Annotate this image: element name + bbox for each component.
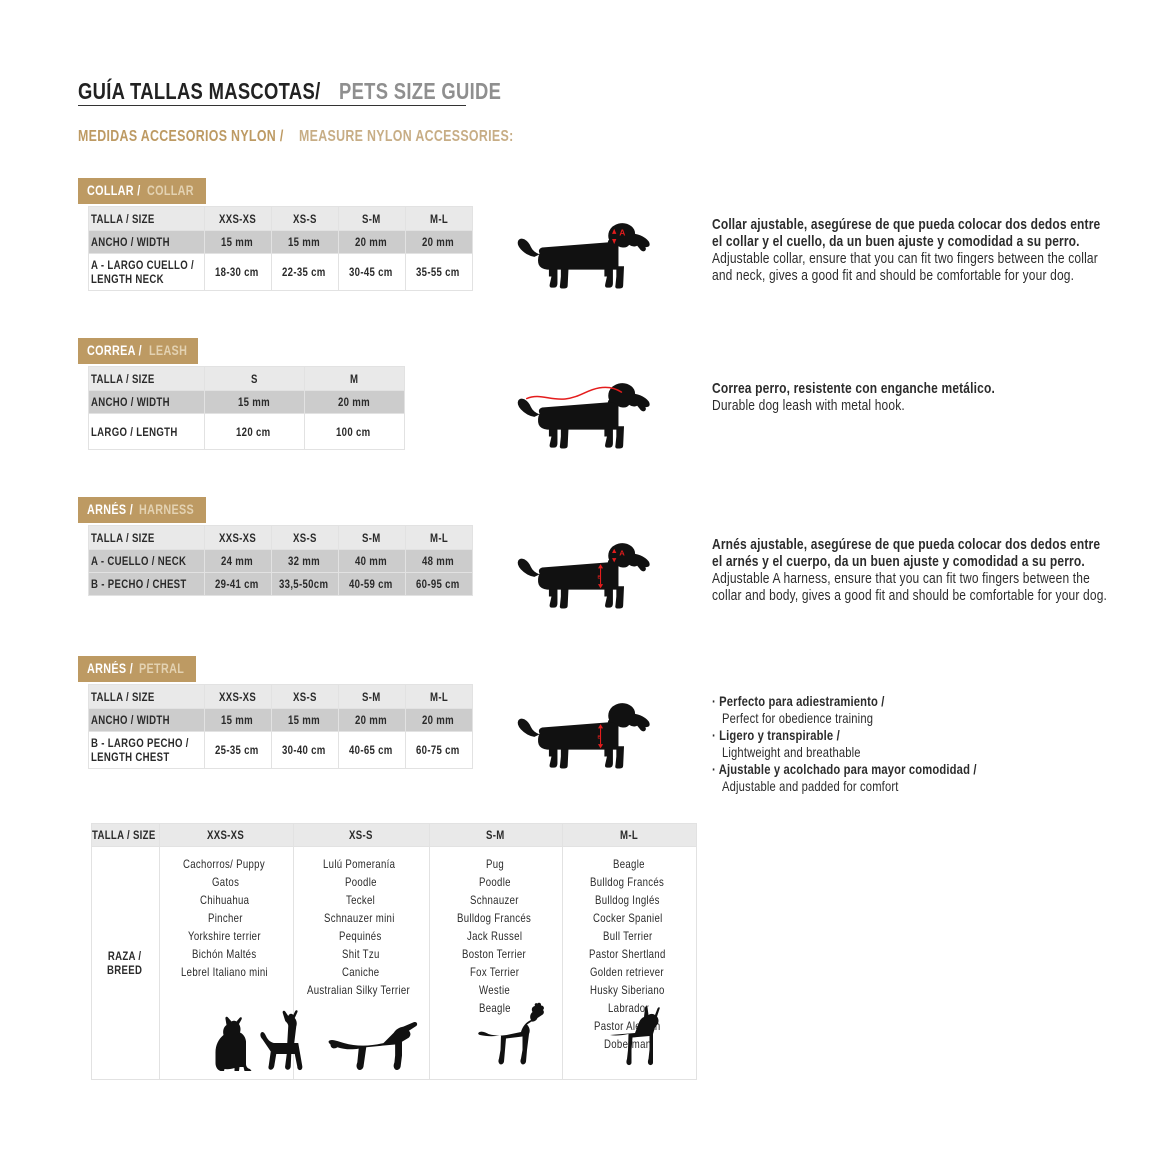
svg-text:A: A <box>619 549 625 558</box>
svg-text:A: A <box>619 228 625 238</box>
